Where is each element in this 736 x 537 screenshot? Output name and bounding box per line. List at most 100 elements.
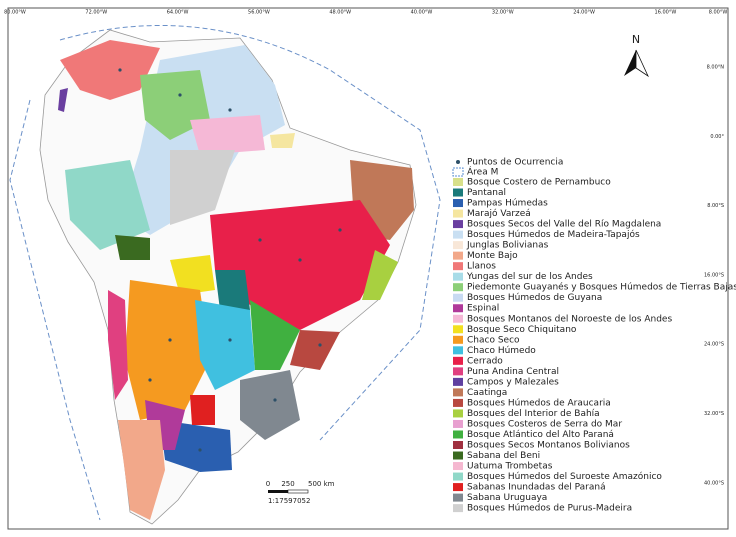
legend-swatch	[453, 325, 463, 334]
legend-label: Caatinga	[467, 388, 507, 398]
point	[228, 338, 232, 342]
legend-label: Pampas Húmedas	[467, 199, 548, 209]
region	[118, 420, 165, 520]
legend-label: Bosque Atlántico del Alto Paraná	[467, 430, 614, 440]
legend-swatch	[453, 356, 463, 365]
legend-swatch	[453, 262, 463, 271]
legend-label: Bosques Costeros de Serra do Mar	[467, 419, 622, 429]
point	[318, 343, 322, 347]
longitude-label: 56.00°W	[248, 10, 270, 16]
legend-label: Espinal	[467, 304, 499, 314]
legend-label: Puna Andina Central	[467, 367, 559, 377]
scale-segment	[268, 490, 288, 493]
region	[190, 115, 265, 155]
longitude-label: 32.00°W	[492, 10, 514, 16]
legend-label: Pantanal	[467, 188, 506, 198]
legend-label: Bosques Húmedos de Araucaria	[467, 398, 611, 408]
scale-label: 0	[266, 480, 270, 488]
legend-swatch	[453, 335, 463, 344]
legend-label: Chaco Seco	[467, 335, 520, 345]
region	[190, 395, 215, 425]
ecoregions	[58, 40, 414, 520]
legend-swatch	[453, 451, 463, 460]
north-arrow: N	[624, 33, 649, 78]
longitude-label: 48.00°W	[329, 10, 351, 16]
longitude-label: 80.00°W	[4, 10, 26, 16]
legend-label: Bosques Húmedos de Purus-Madeira	[467, 504, 632, 514]
point	[338, 228, 342, 232]
legend-label: Bosques Húmedos de Guyana	[467, 293, 602, 303]
point	[298, 258, 302, 262]
arrow-half	[624, 50, 636, 76]
scale-label: 500 km	[308, 480, 335, 488]
legend-label: Uatuma Trombetas	[467, 462, 553, 472]
latitude-label: 0.00°	[710, 134, 724, 140]
point	[148, 378, 152, 382]
legend-label: Marajó Varzeá	[467, 208, 531, 219]
latitude-label: 16.00°S	[704, 272, 724, 278]
point	[178, 93, 182, 97]
legend-swatch	[453, 272, 463, 281]
legend-label: Yungas del sur de los Andes	[466, 272, 593, 282]
legend-swatch	[453, 199, 463, 208]
legend-swatch	[453, 230, 463, 239]
legend-swatch	[453, 504, 463, 513]
point	[118, 68, 122, 72]
region	[125, 280, 210, 420]
legend-label: Monte Bajo	[467, 251, 518, 261]
legend-swatch	[453, 367, 463, 376]
scale-segment	[287, 489, 309, 494]
legend-label: Piedemonte Guayanés y Bosques Húmedos de…	[467, 282, 736, 293]
region	[270, 133, 295, 148]
region	[170, 150, 235, 225]
legend-swatch	[453, 346, 463, 355]
scale-bar	[268, 489, 309, 494]
legend-swatch	[453, 472, 463, 481]
region	[195, 300, 255, 390]
region	[290, 330, 340, 370]
longitude-label: 64.00°W	[167, 10, 189, 16]
legend-label: Bosques Montanos del Noroeste de los And…	[467, 314, 672, 324]
legend-symbol	[452, 167, 464, 177]
longitude-label: 24.00°W	[573, 10, 595, 16]
region	[115, 235, 150, 260]
longitude-label: 72.00°W	[85, 10, 107, 16]
legend-swatch	[453, 188, 463, 197]
legend-swatch	[453, 430, 463, 439]
legend-label: Bosques Secos del Valle del Río Magdalen…	[467, 220, 661, 230]
point	[273, 398, 277, 402]
legend-label: Sabana Uruguaya	[467, 493, 547, 503]
legend-swatch	[453, 462, 463, 471]
point	[198, 448, 202, 452]
legend-label: Puntos de Ocurrencia	[467, 158, 563, 168]
legend-swatch	[453, 441, 463, 449]
legend-swatch	[453, 178, 463, 186]
region	[240, 370, 300, 440]
region	[250, 300, 300, 370]
legend-swatch	[453, 314, 463, 323]
legend-swatch	[453, 241, 463, 250]
legend-label: Sabana del Beni	[467, 451, 540, 461]
legend-label: Bosques Húmedos del Suroeste Amazónico	[467, 471, 662, 482]
longitude-label: 40.00°W	[411, 10, 433, 16]
legend-swatch	[453, 209, 463, 218]
legend-swatch	[453, 283, 463, 292]
longitude-label: 8.00°W	[709, 10, 728, 16]
arrow-half	[635, 49, 649, 78]
legend-swatch	[453, 388, 463, 397]
legend-swatch	[453, 409, 463, 418]
scale-label: 250	[281, 480, 294, 488]
latitude-label: 8.00°N	[707, 65, 725, 71]
region	[108, 290, 128, 400]
legend-swatch	[453, 293, 463, 302]
legend-swatch	[453, 493, 463, 502]
legend-swatch	[453, 251, 463, 260]
north-label: N	[632, 33, 640, 46]
latitude-label: 40.00°S	[704, 480, 724, 486]
region	[362, 250, 398, 300]
latitude-label: 8.00°S	[707, 203, 724, 209]
legend-swatch	[453, 377, 463, 386]
region	[210, 200, 390, 330]
latitude-label: 24.00°S	[704, 342, 724, 348]
